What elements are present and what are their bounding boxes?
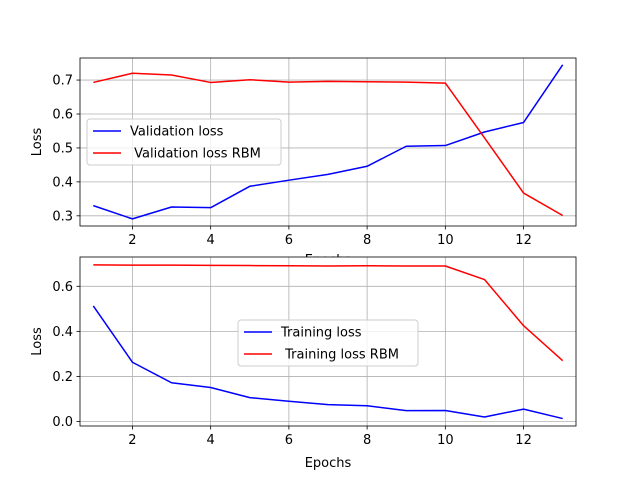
- y-tick-label: 0.2: [52, 370, 73, 385]
- x-tick-label: 10: [437, 233, 454, 248]
- x-tick-label: 4: [207, 233, 215, 248]
- y-tick-label: 0.6: [52, 280, 73, 295]
- x-tick-label: 4: [207, 433, 215, 448]
- y-tick-label: 0.4: [52, 325, 73, 340]
- legend-box: [86, 118, 282, 166]
- x-tick-label: 8: [363, 233, 371, 248]
- legend-label: Validation loss RBM: [130, 147, 261, 162]
- y-tick-label: 0.0: [52, 415, 73, 430]
- y-axis-label: Loss: [30, 327, 45, 356]
- x-axis-label: Epochs: [305, 456, 352, 471]
- legend-box: [237, 319, 419, 367]
- x-tick-label: 2: [128, 233, 136, 248]
- legend: Validation loss Validation loss RBM: [86, 118, 282, 166]
- validation-loss-plot: 246810120.30.40.50.60.7EpochsLossValidat…: [30, 57, 577, 268]
- legend: Training loss Training loss RBM: [237, 319, 419, 367]
- axes-frame: [79, 57, 577, 227]
- x-tick-label: 12: [515, 433, 532, 448]
- x-tick-label: 2: [128, 433, 136, 448]
- y-tick-label: 0.6: [52, 108, 73, 123]
- legend-label: Training loss RBM: [281, 348, 399, 363]
- y-tick-label: 0.7: [52, 74, 73, 89]
- y-tick-label: 0.3: [52, 209, 73, 224]
- axes-frame: [79, 256, 577, 427]
- training-loss-plot: 2 4 6 8 10 12 0.0 0.2 0.4 0.6 Epochs Loss Training l…: [30, 256, 577, 471]
- x-tick-label: 6: [285, 233, 293, 248]
- y-axis-label: Loss: [30, 128, 45, 157]
- x-tick-label: 6: [285, 433, 293, 448]
- x-tick-label: 8: [363, 433, 371, 448]
- x-tick-label: 10: [437, 433, 454, 448]
- legend-label: Training loss: [280, 326, 362, 341]
- legend-label: Validation loss: [130, 125, 224, 140]
- y-tick-label: 0.5: [52, 141, 73, 156]
- y-tick-label: 0.4: [52, 175, 73, 190]
- x-tick-label: 12: [515, 233, 532, 248]
